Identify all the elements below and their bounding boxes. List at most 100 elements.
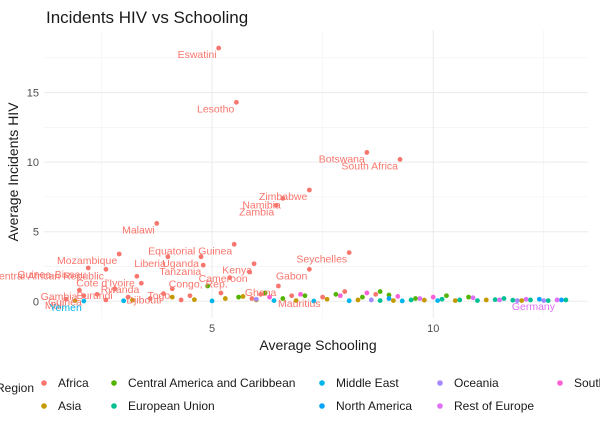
point-label: Namibia [242, 199, 281, 211]
data-point [200, 262, 206, 268]
data-point [470, 295, 476, 301]
data-point [333, 291, 339, 297]
data-point [236, 294, 242, 300]
point-label: Togo [147, 290, 170, 302]
data-point [280, 195, 286, 201]
data-point [541, 298, 547, 304]
data-point [178, 297, 184, 303]
data-point [306, 187, 312, 193]
data-point [444, 293, 449, 299]
x-tick-label: 5 [209, 323, 215, 335]
point-label: Seychelles [296, 254, 347, 266]
data-point [368, 297, 374, 303]
legend-key [557, 380, 563, 386]
point-label: Botswana [319, 153, 365, 165]
legend-label: European Union [128, 399, 215, 413]
point-label: Mali [45, 300, 64, 312]
x-axis-title: Average Schooling [259, 337, 376, 353]
data-point [271, 298, 277, 304]
data-point [483, 297, 489, 303]
data-point [216, 45, 222, 51]
data-point [191, 297, 197, 303]
data-point [466, 294, 471, 300]
point-label: Djibouti [126, 295, 161, 307]
legend-item: Oceania [437, 376, 499, 390]
data-point [138, 280, 144, 286]
data-point [563, 297, 569, 303]
data-point [324, 296, 330, 302]
data-point [63, 296, 69, 302]
legend: Region Africa Central America and Caribbea… [0, 376, 600, 413]
data-point [198, 254, 204, 260]
point-label: Eswatini [178, 49, 217, 61]
point-label: Congo, Rep. [169, 279, 228, 291]
data-point [169, 294, 175, 300]
data-point [497, 297, 502, 303]
point-label: Cameroon [199, 273, 248, 285]
data-point [205, 283, 211, 289]
y-tick-label: 10 [27, 157, 39, 169]
data-point [390, 298, 396, 304]
data-point [439, 296, 445, 302]
legend-label: Middle East [336, 376, 399, 390]
data-point [408, 297, 414, 303]
point-label: Lesotho [197, 103, 235, 115]
legend-title: Region [0, 381, 34, 395]
point-label: Ghana [245, 287, 277, 299]
data-point [397, 156, 403, 162]
grid [44, 30, 588, 318]
legend-key [319, 403, 325, 409]
legend-key [111, 403, 117, 409]
point-label: Guinea-Bissau [17, 269, 86, 281]
data-point [154, 220, 160, 226]
data-point [492, 297, 498, 303]
legend-label: Rest of Europe [454, 399, 534, 413]
data-point [280, 296, 286, 301]
point-label: Uganda [162, 258, 199, 270]
legend-key [41, 380, 47, 386]
data-point [421, 297, 427, 303]
data-point [355, 297, 361, 303]
legend-item: Central America and Caribbean [111, 376, 295, 390]
data-point [523, 296, 529, 302]
legend-label: Africa [58, 376, 89, 390]
data-point [342, 289, 348, 294]
data-point [545, 298, 551, 304]
point-label: Equatorial Guinea [148, 245, 232, 257]
point-label: Guinea [48, 297, 82, 309]
legend-label: Asia [58, 399, 82, 413]
data-point [85, 265, 91, 271]
point-label: Malawi [122, 224, 155, 236]
data-point [231, 241, 237, 247]
data-point [528, 297, 533, 303]
data-point [386, 296, 392, 301]
point-label: Tanzania [159, 266, 201, 278]
legend-item: Rest of Europe [437, 399, 534, 413]
data-point [346, 250, 352, 256]
legend-item: Asia [41, 399, 82, 413]
data-point [452, 298, 458, 304]
data-point [346, 298, 352, 304]
data-points [63, 45, 569, 304]
legend-item: Middle East [319, 376, 399, 390]
data-point [501, 296, 507, 301]
data-point [293, 298, 299, 304]
data-point [298, 291, 303, 297]
data-point [536, 296, 542, 302]
data-point [377, 289, 383, 294]
legend-key [319, 380, 325, 386]
chart-title: Incidents HIV vs Schooling [46, 8, 248, 27]
data-point [253, 296, 259, 302]
data-point [475, 298, 480, 304]
x-tick-label: 10 [427, 323, 439, 335]
data-point [267, 294, 272, 300]
data-point [147, 296, 153, 301]
data-point [227, 275, 233, 281]
y-tick-label: 0 [33, 296, 39, 308]
data-point [302, 293, 308, 299]
point-label: Liberia [134, 258, 166, 270]
data-point [311, 298, 317, 304]
data-point [360, 294, 365, 300]
data-point [165, 254, 171, 260]
